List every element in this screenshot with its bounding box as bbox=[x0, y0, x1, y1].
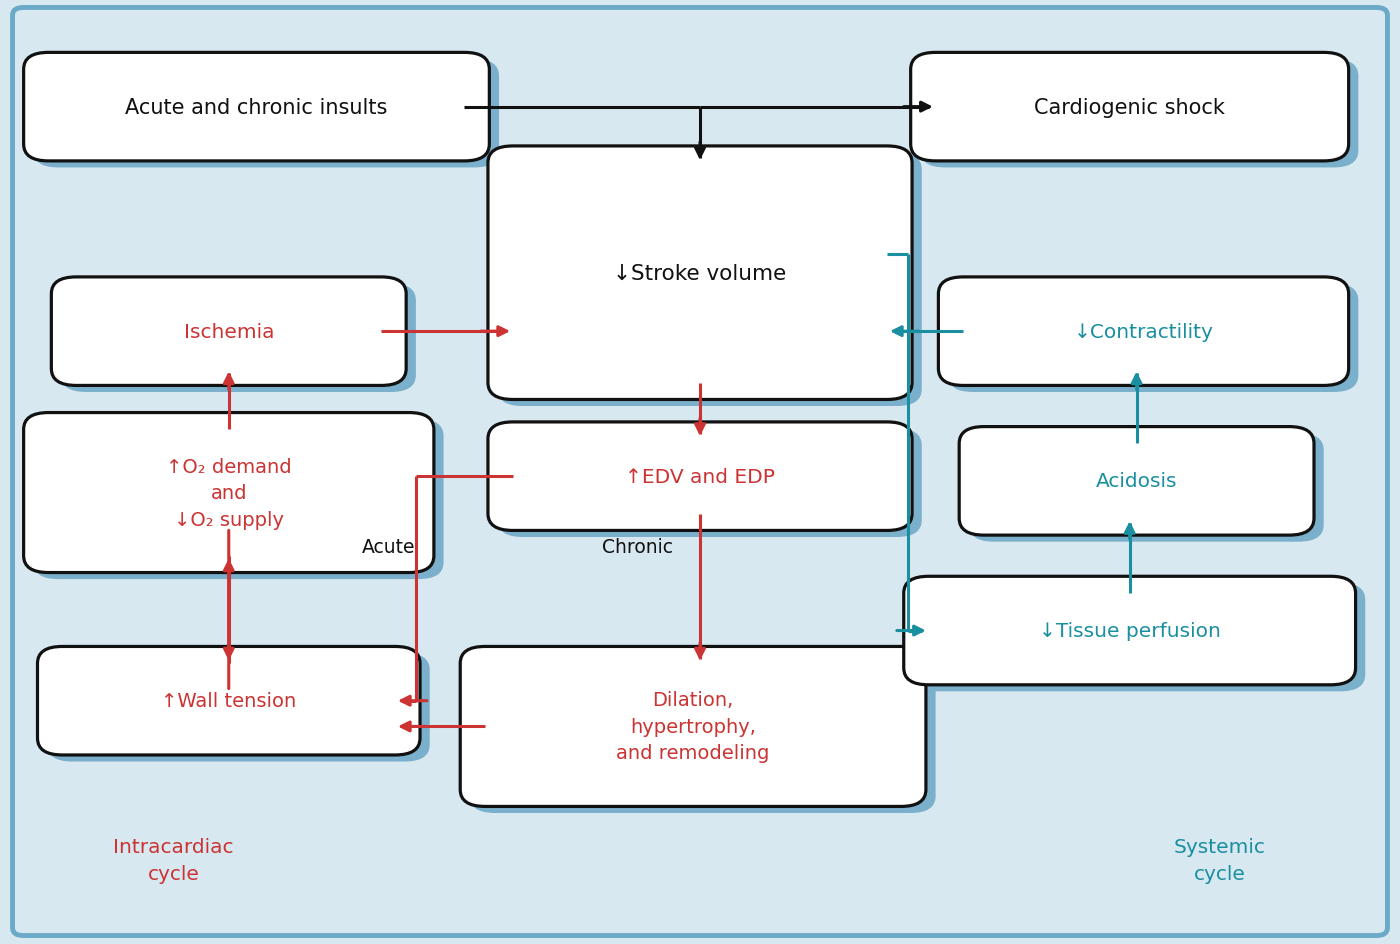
Text: Acute and chronic insults: Acute and chronic insults bbox=[125, 97, 388, 117]
FancyBboxPatch shape bbox=[497, 429, 921, 537]
FancyBboxPatch shape bbox=[489, 423, 911, 531]
FancyBboxPatch shape bbox=[461, 647, 925, 806]
Text: Cardiogenic shock: Cardiogenic shock bbox=[1035, 97, 1225, 117]
FancyBboxPatch shape bbox=[904, 577, 1355, 685]
Text: Ischemia: Ischemia bbox=[183, 322, 274, 342]
Text: ↓Stroke volume: ↓Stroke volume bbox=[613, 263, 787, 283]
FancyBboxPatch shape bbox=[948, 284, 1358, 393]
FancyBboxPatch shape bbox=[910, 53, 1348, 161]
FancyBboxPatch shape bbox=[969, 433, 1324, 542]
FancyBboxPatch shape bbox=[24, 53, 490, 161]
FancyBboxPatch shape bbox=[470, 653, 935, 813]
Text: ↑Wall tension: ↑Wall tension bbox=[161, 691, 297, 711]
FancyBboxPatch shape bbox=[497, 153, 921, 407]
FancyBboxPatch shape bbox=[48, 653, 430, 762]
Text: Systemic
cycle: Systemic cycle bbox=[1173, 837, 1266, 883]
Text: ↓Tissue perfusion: ↓Tissue perfusion bbox=[1039, 621, 1221, 640]
Text: Chronic: Chronic bbox=[602, 537, 673, 556]
Text: ↑EDV and EDP: ↑EDV and EDP bbox=[624, 467, 776, 486]
Text: ↑O₂ demand
and
↓O₂ supply: ↑O₂ demand and ↓O₂ supply bbox=[167, 457, 291, 529]
FancyBboxPatch shape bbox=[938, 278, 1348, 386]
FancyBboxPatch shape bbox=[489, 146, 911, 400]
FancyBboxPatch shape bbox=[959, 427, 1315, 535]
FancyBboxPatch shape bbox=[920, 59, 1358, 168]
Text: Acute: Acute bbox=[361, 537, 414, 556]
FancyBboxPatch shape bbox=[34, 420, 444, 580]
Text: Acidosis: Acidosis bbox=[1096, 472, 1177, 491]
FancyBboxPatch shape bbox=[62, 284, 416, 393]
FancyBboxPatch shape bbox=[913, 583, 1365, 692]
Text: Intracardiac
cycle: Intracardiac cycle bbox=[113, 837, 234, 883]
Text: Dilation,
hypertrophy,
and remodeling: Dilation, hypertrophy, and remodeling bbox=[616, 691, 770, 763]
FancyBboxPatch shape bbox=[52, 278, 406, 386]
Text: ↓Contractility: ↓Contractility bbox=[1074, 322, 1214, 342]
FancyBboxPatch shape bbox=[24, 413, 434, 573]
FancyBboxPatch shape bbox=[38, 647, 420, 755]
FancyBboxPatch shape bbox=[34, 59, 498, 168]
